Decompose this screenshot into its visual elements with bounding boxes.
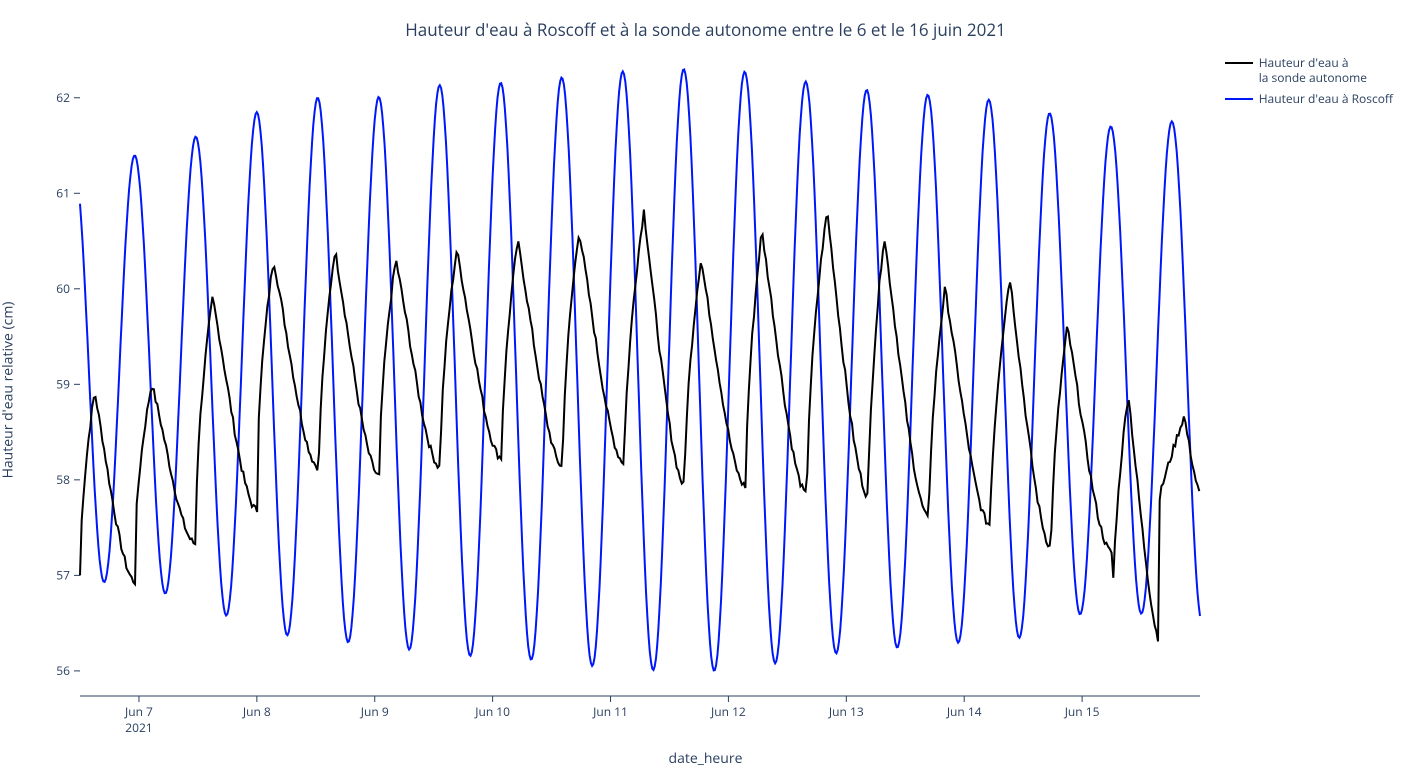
chart-legend: Hauteur d'eau à la sonde autonome Hauteur… <box>1225 55 1393 112</box>
x-tick-label: Jun 13 <box>828 703 864 720</box>
x-tick-label: Jun 14 <box>946 703 982 720</box>
legend-label: Hauteur d'eau à la sonde autonome <box>1259 55 1367 85</box>
legend-item[interactable]: Hauteur d'eau à la sonde autonome <box>1225 55 1393 85</box>
x-tick-sublabel: 2021 <box>125 719 152 736</box>
legend-swatch <box>1225 98 1253 100</box>
line-series-roscoff <box>80 70 1200 671</box>
y-tick-label: 56 <box>56 662 70 679</box>
chart-plot-area: 56 57 58 59 60 61 62 Jun 72021 Jun 8 Jun 9 Jun 10 J… <box>20 40 1260 770</box>
legend-label: Hauteur d'eau à Roscoff <box>1259 91 1393 106</box>
y-tick-label: 62 <box>56 89 70 106</box>
y-tick-label: 58 <box>56 471 70 488</box>
legend-swatch <box>1225 62 1253 64</box>
x-tick-label: Jun 10 <box>474 703 510 720</box>
y-tick-label: 57 <box>56 566 70 583</box>
y-tick-label: 60 <box>56 280 70 297</box>
x-tick-label: Jun 8 <box>242 703 271 720</box>
x-tick-label: Jun 7 <box>124 703 153 720</box>
x-tick-label: Jun 15 <box>1064 703 1100 720</box>
legend-item[interactable]: Hauteur d'eau à Roscoff <box>1225 91 1393 106</box>
y-tick-label: 61 <box>56 184 70 201</box>
x-tick-label: Jun 11 <box>592 703 628 720</box>
y-axis-label: Hauteur d'eau relative (cm) <box>0 302 18 479</box>
x-tick-label: Jun 9 <box>360 703 389 720</box>
chart-title: Hauteur d'eau à Roscoff et à la sonde au… <box>0 18 1411 41</box>
x-tick-label: Jun 12 <box>710 703 746 720</box>
y-tick-label: 59 <box>56 375 70 392</box>
